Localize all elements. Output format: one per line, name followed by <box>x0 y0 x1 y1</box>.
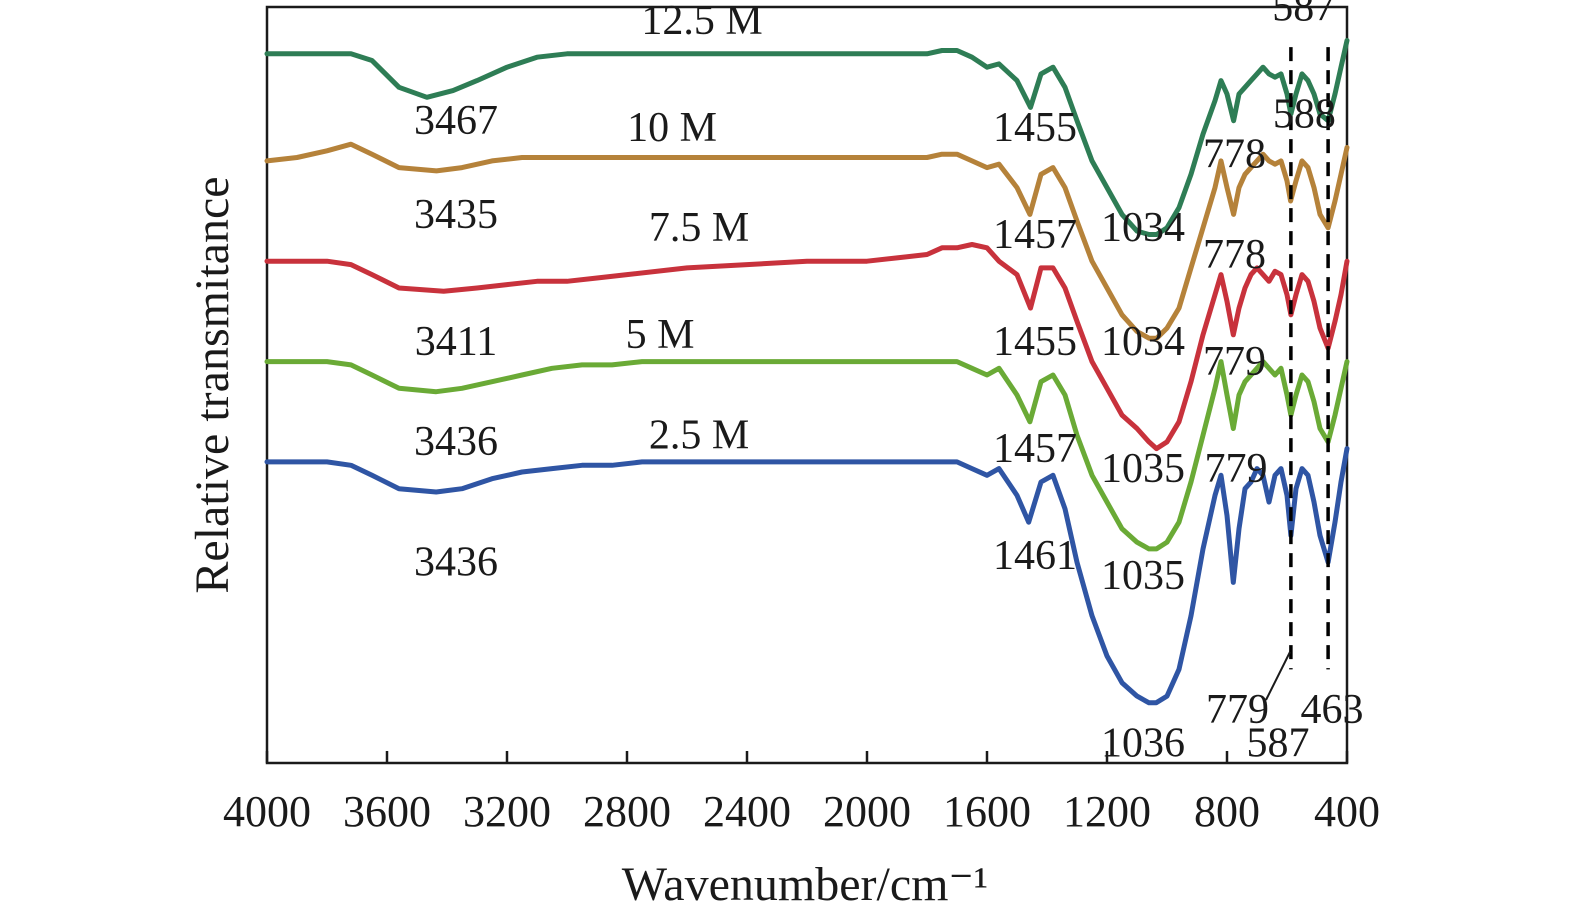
x-tick-label: 400 <box>1314 787 1380 836</box>
x-tick-label: 1600 <box>943 787 1031 836</box>
peak-label: 3436 <box>414 419 498 465</box>
peak-label: 3467 <box>414 98 498 144</box>
x-tick-label: 3200 <box>463 787 551 836</box>
x-tick-layer: 4000 3600 3200 2800 2400 2000 1600 1200 800 400 <box>223 751 1380 836</box>
peak-label: 1457 <box>993 212 1077 258</box>
peak-label: 587 <box>1272 0 1335 30</box>
leader-line-587 <box>1265 651 1291 701</box>
series-line-10-m <box>264 141 1350 341</box>
peak-label: 778 <box>1203 132 1266 178</box>
series-label: 2.5 M <box>649 413 749 459</box>
series-line-2-5-m <box>264 446 1350 706</box>
peak-label: 3435 <box>414 192 498 238</box>
x-axis-title: Wavenumber/cm⁻¹ <box>622 858 988 911</box>
x-tick-label: 800 <box>1194 787 1260 836</box>
x-tick-label: 2400 <box>703 787 791 836</box>
peak-label: 1034 <box>1101 319 1185 365</box>
series-line-5-m <box>264 359 1350 552</box>
peak-label: 779 <box>1206 687 1269 733</box>
x-tick-label: 1200 <box>1063 787 1151 836</box>
peak-label: 3436 <box>414 540 498 586</box>
series-layer <box>264 38 1350 706</box>
peak-label: 778 <box>1203 232 1266 278</box>
series-label: 5 M <box>626 312 695 358</box>
peak-label: 1034 <box>1101 205 1185 251</box>
peak-label: 1036 <box>1101 720 1185 766</box>
series-label: 10 M <box>627 105 717 151</box>
peak-label: 1455 <box>993 105 1077 151</box>
x-tick-label: 3600 <box>343 787 431 836</box>
x-tick-label: 4000 <box>223 787 311 836</box>
peak-label: 1457 <box>993 426 1077 472</box>
peak-label: 779 <box>1205 446 1268 492</box>
series-label: 7.5 M <box>649 205 749 251</box>
peak-label: 463 <box>1301 687 1364 733</box>
series-line-7-5-m <box>264 242 1350 452</box>
peak-label: 779 <box>1203 339 1266 385</box>
peak-label: 588 <box>1273 91 1336 137</box>
x-tick-label: 2000 <box>823 787 911 836</box>
peak-label: 587 <box>1247 720 1310 766</box>
peak-label: 1035 <box>1101 553 1185 599</box>
dashed-marker-layer <box>1289 47 1330 670</box>
series-line-12-5-m <box>264 38 1350 237</box>
series-label: 12.5 M <box>641 0 762 44</box>
y-axis-title: Relative transmitance <box>186 176 239 593</box>
plot-frame <box>265 5 1349 765</box>
peak-label: 1035 <box>1101 446 1185 492</box>
peak-label: 1455 <box>993 319 1077 365</box>
peak-label: 3411 <box>415 319 497 365</box>
peak-label: 1461 <box>993 533 1077 579</box>
x-tick-label: 2800 <box>583 787 671 836</box>
